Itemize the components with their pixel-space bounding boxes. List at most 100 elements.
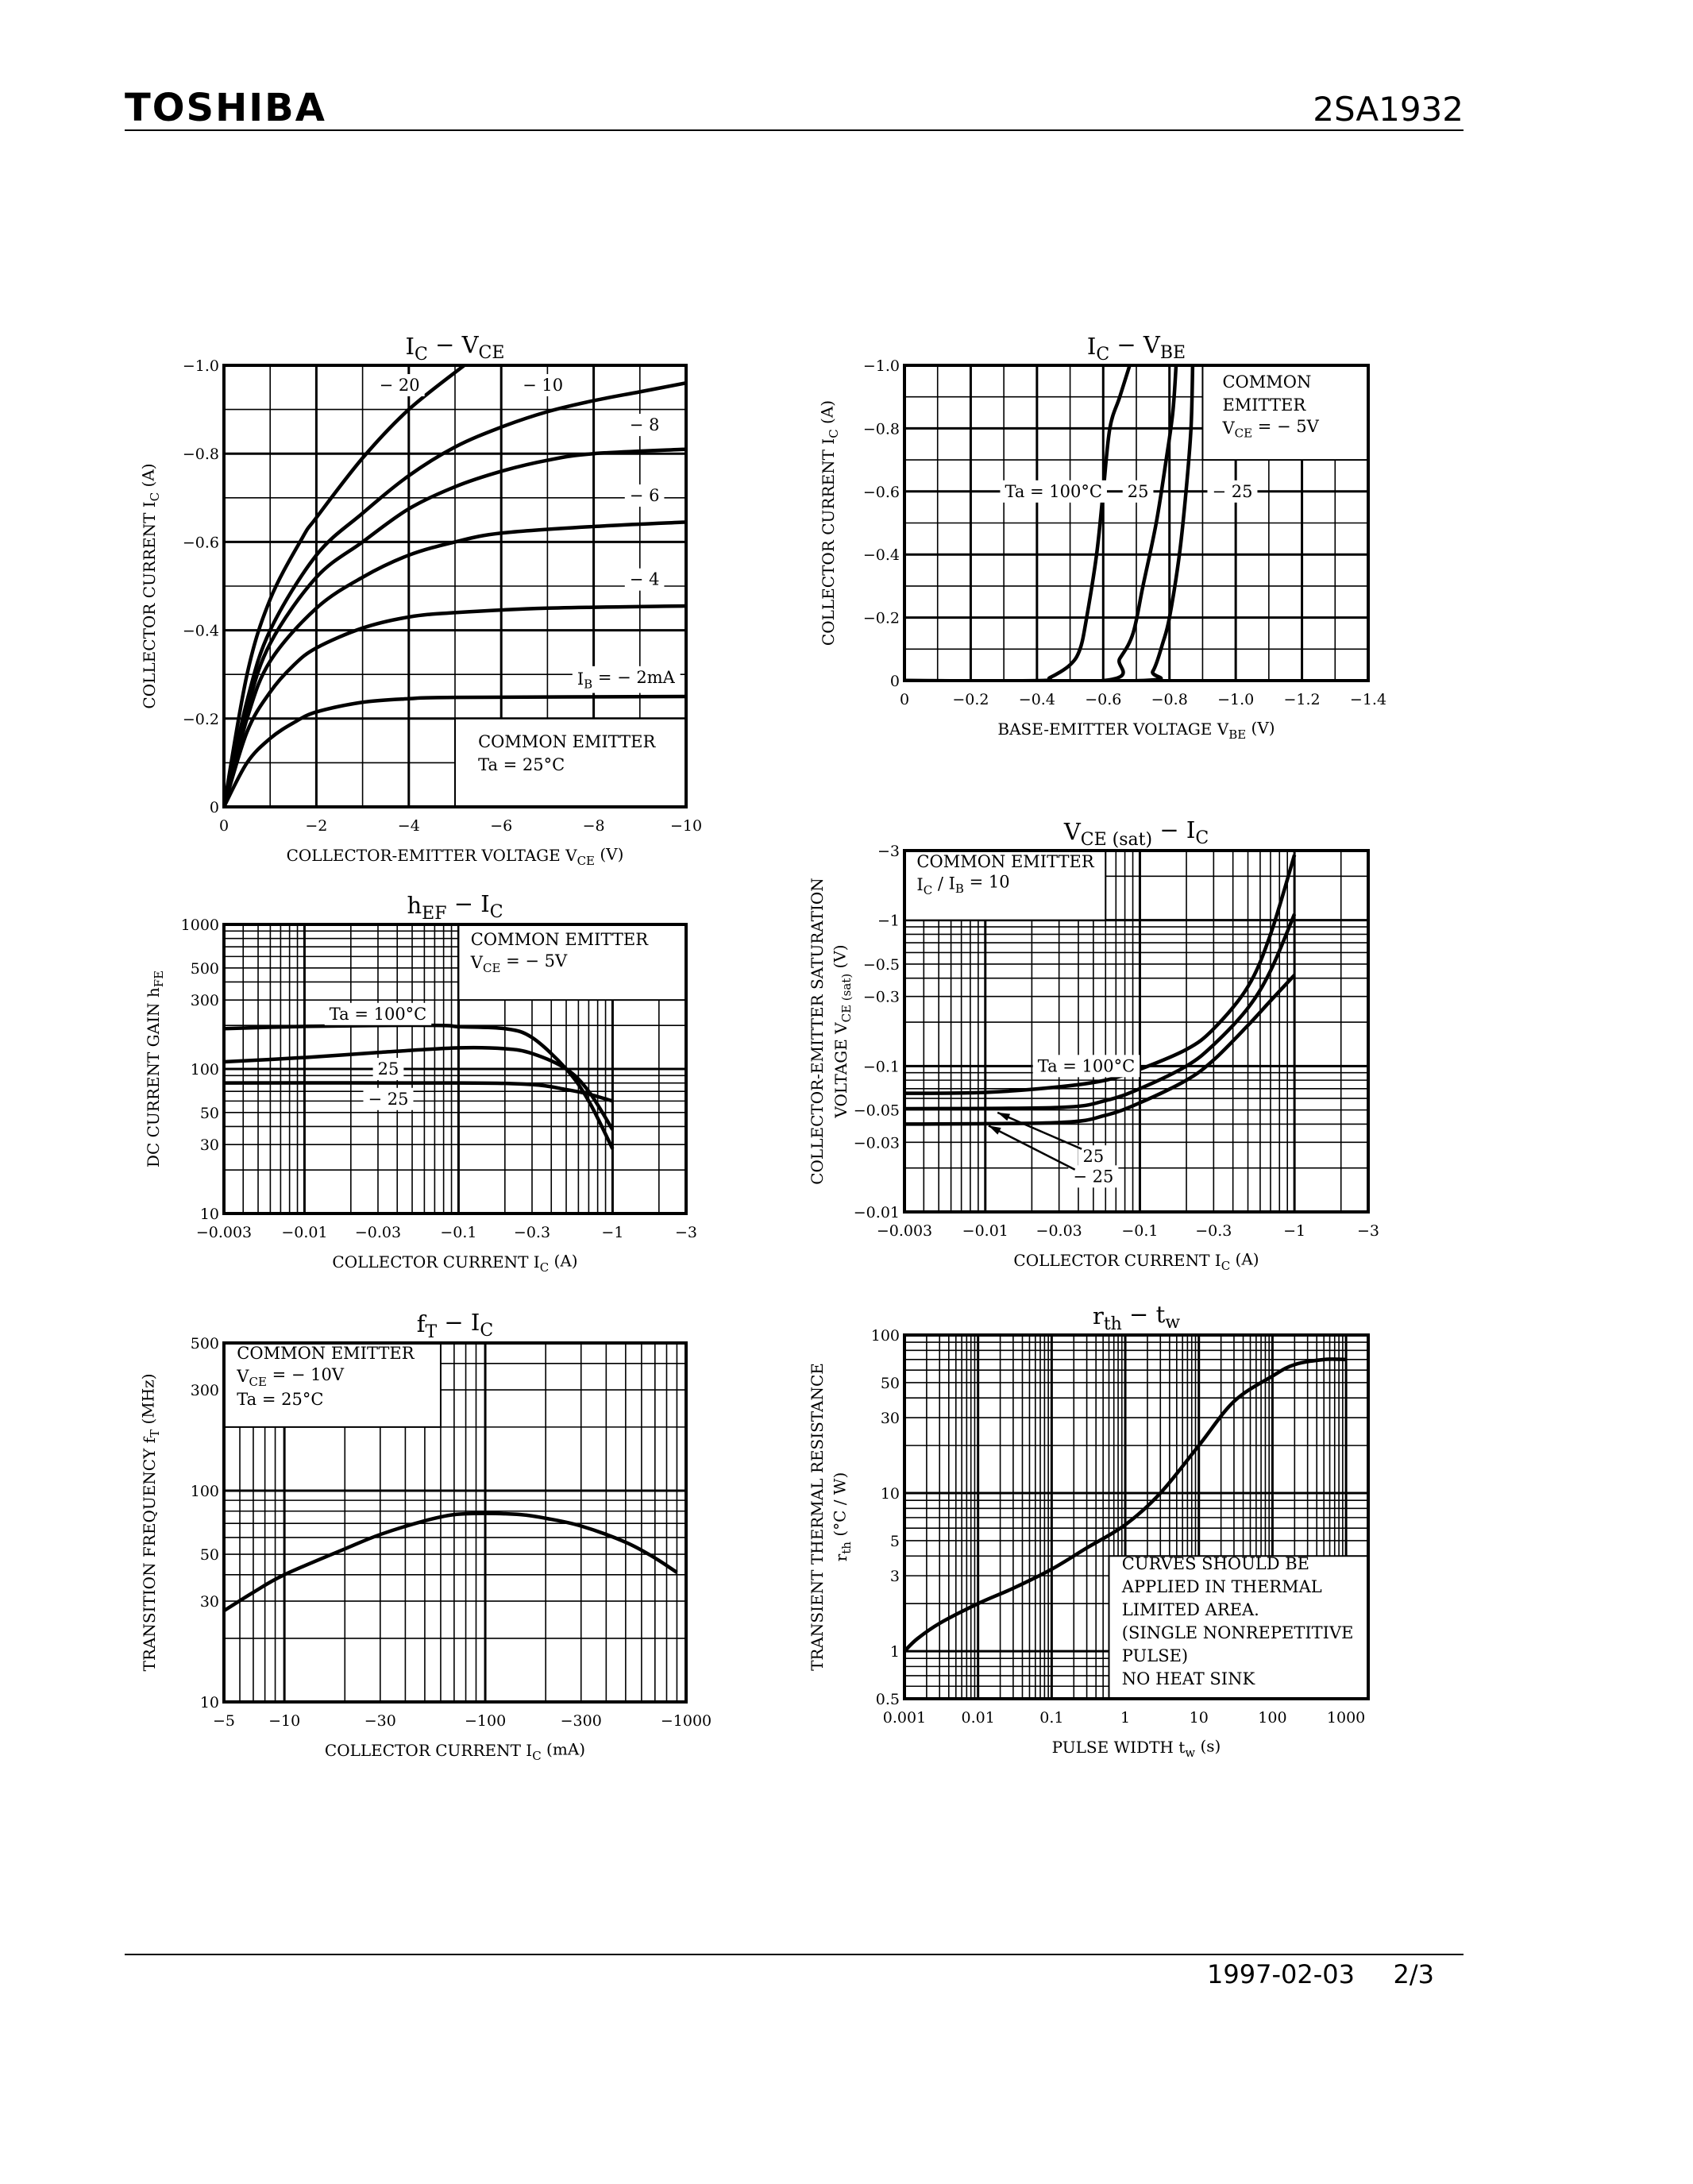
footer-date: 1997-02-03 [1207, 1959, 1355, 1989]
x-tick-label: −5 [213, 1712, 235, 1730]
y-tick-label: 300 [191, 1382, 219, 1399]
y-tick-label: −0.2 [183, 711, 219, 728]
series-label: − 8 [630, 415, 660, 434]
annotation-text: COMMON EMITTER [478, 732, 656, 751]
y-tick-label: 0 [890, 673, 900, 690]
y-tick-label: −0.6 [863, 484, 900, 501]
annotation-text: EMITTER [1222, 396, 1306, 415]
series-curve-2 [904, 365, 1178, 681]
series-curve-4 [224, 447, 686, 807]
y-tick-label: 0 [210, 799, 219, 816]
x-tick-label: 1000 [1327, 1709, 1365, 1727]
y-tick-label: 30 [881, 1410, 900, 1427]
x-tick-label: −10 [268, 1712, 300, 1730]
series-label-bg [572, 666, 681, 693]
y-tick-label: 30 [200, 1136, 219, 1154]
pointer-arrow [997, 1111, 1082, 1150]
toshiba-logo: TOSHIBA [125, 86, 326, 130]
y-tick-label: 50 [200, 1546, 219, 1564]
y-tick-label: 500 [191, 1335, 219, 1352]
annotation-box [457, 924, 686, 1001]
series-curve-1 [224, 1511, 678, 1613]
series-label-bg [1207, 480, 1258, 503]
y-tick-label: 10 [200, 1206, 219, 1223]
plot-frame [903, 849, 1370, 1214]
y-axis-label: DC CURRENT GAIN hFE​ [144, 970, 166, 1167]
series-label-bg [1078, 1145, 1109, 1168]
x-tick-label: −1.2 [1284, 691, 1321, 708]
x-tick-label: 0 [219, 817, 229, 835]
y-tick-label: −0.2 [863, 610, 900, 627]
y-tick-label: 10 [881, 1485, 900, 1503]
y-tick-label: −0.01 [854, 1204, 900, 1221]
chart-2: Ta = 100°C 25 − 25 COMMON EMITTER VCE​ = − 5V… [817, 331, 1386, 742]
series-label: − 6 [630, 486, 660, 505]
y-tick-label: 100 [871, 1327, 900, 1345]
series-curve-3 [904, 974, 1296, 1126]
part-number: 2SA1932 [1313, 90, 1464, 129]
x-tick-label: −0.4 [1019, 691, 1055, 708]
annotation-text: COMMON EMITTER [916, 852, 1094, 871]
series-curve-2 [904, 913, 1297, 1111]
y-tick-label: 100 [191, 1483, 219, 1500]
series-label-bg [324, 1002, 432, 1025]
annotation-text: COMMON EMITTER [471, 930, 649, 949]
x-tick-label: 0.01 [962, 1709, 995, 1727]
x-tick-label: −4 [398, 817, 420, 835]
y-axis-label: rth​ (°C / W) [830, 1472, 853, 1562]
y-axis-label: COLLECTOR CURRENT IC​ (A) [138, 463, 161, 708]
series-label: Ta = 100°C [1038, 1056, 1136, 1075]
chart-6: CURVES SHOULD BE APPLIED IN THERMAL LIMITE… [808, 1301, 1370, 1760]
x-axis-label: COLLECTOR CURRENT IC​ (mA) [325, 1739, 585, 1762]
x-tick-label: 1 [1120, 1709, 1130, 1727]
series-label: − 4 [630, 570, 660, 589]
y-axis-label: TRANSIENT THERMAL RESISTANCE [808, 1363, 827, 1671]
charts-area: IB​ = − 2mA − 4 − 6 − 8 − 10 − 20 COMMON EMITT… [138, 331, 1386, 1763]
x-tick-label: −1 [1283, 1222, 1305, 1240]
series-curve-3 [224, 520, 686, 807]
annotation-text: LIMITED AREA. [1122, 1600, 1259, 1619]
chart-title: IC​ − VBE​ [1087, 331, 1186, 365]
series-curve-3 [224, 1081, 614, 1103]
series-curve-2 [224, 604, 686, 807]
series-curve-1 [224, 1023, 615, 1150]
arrowhead-icon [988, 1125, 1001, 1135]
series-label: − 25 [1212, 482, 1252, 501]
y-tick-label: 0.5 [876, 1691, 900, 1708]
annotation-text: Ta = 25°C [478, 755, 565, 774]
annotation-text: VCE​ = − 5V [470, 951, 568, 975]
y-tick-label: 300 [191, 992, 219, 1009]
x-axis-label: PULSE WIDTH tw​ (s) [1052, 1736, 1221, 1759]
chart-title: rth​ − tw​ [1093, 1301, 1180, 1334]
series-label: − 25 [1073, 1167, 1113, 1186]
x-axis-label: COLLECTOR CURRENT IC​ (A) [332, 1251, 577, 1274]
series-label: IB​ = − 2mA [577, 668, 676, 692]
series-label-bg [1032, 1055, 1140, 1078]
y-axis-label: COLLECTOR CURRENT IC​ (A) [817, 400, 840, 646]
annotation-box [454, 717, 686, 807]
x-tick-label: −3 [675, 1224, 697, 1241]
series-curve-1 [904, 1357, 1347, 1653]
annotation-text: COMMON EMITTER [237, 1344, 415, 1363]
plot-frame [222, 923, 688, 1215]
x-tick-label: 100 [1258, 1709, 1286, 1727]
y-tick-label: 1000 [181, 916, 219, 934]
series-label: 25 [1082, 1147, 1104, 1166]
x-tick-label: −300 [561, 1712, 602, 1730]
series-label-bg [518, 374, 569, 397]
x-tick-label: −0.01 [281, 1224, 327, 1241]
y-tick-label: 10 [200, 1694, 219, 1711]
series-curve-3 [904, 365, 1195, 681]
x-tick-label: −3 [1357, 1222, 1379, 1240]
y-tick-label: −0.4 [183, 623, 219, 640]
series-label: − 20 [380, 376, 420, 395]
y-tick-label: −1.0 [863, 357, 900, 375]
annotation-text: (SINGLE NONREPETITIVE [1122, 1623, 1354, 1642]
plot-frame [903, 1333, 1370, 1700]
y-tick-label: 30 [200, 1593, 219, 1611]
annotation-text: Ta = 25°C [237, 1390, 323, 1409]
x-tick-label: −0.03 [355, 1224, 401, 1241]
